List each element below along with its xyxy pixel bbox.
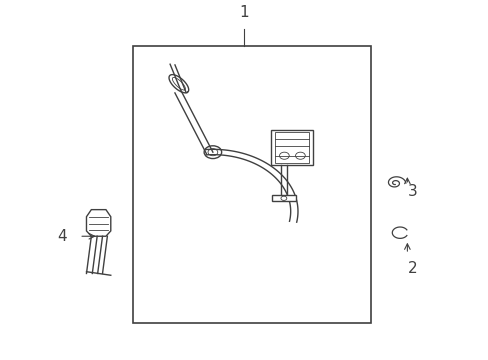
Text: 3: 3 xyxy=(407,184,416,199)
Bar xyxy=(274,132,308,163)
Bar xyxy=(271,130,312,165)
Text: 2: 2 xyxy=(407,261,416,276)
Bar xyxy=(132,46,370,323)
Bar xyxy=(272,195,295,202)
Text: 1: 1 xyxy=(239,5,249,20)
Text: 4: 4 xyxy=(57,229,67,244)
